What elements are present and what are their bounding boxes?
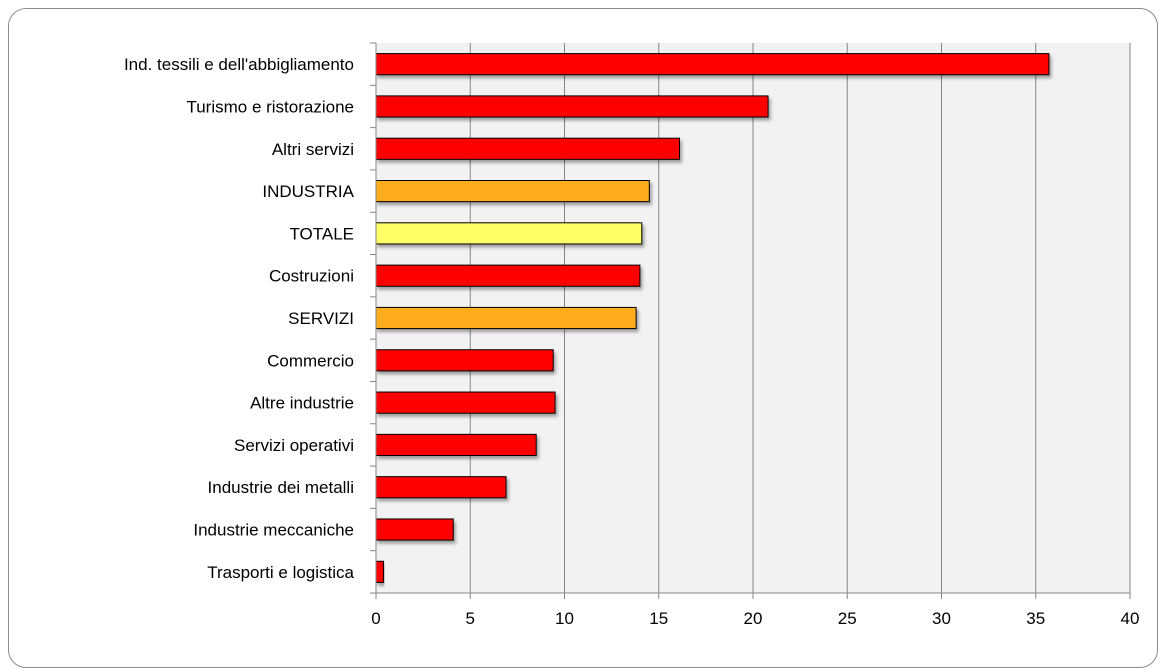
bars	[375, 53, 1050, 583]
category-label: TOTALE	[289, 224, 354, 243]
bar	[375, 518, 454, 541]
x-tick-label: 25	[838, 609, 857, 628]
category-label: Trasporti e logistica	[207, 563, 354, 582]
category-label: Ind. tessili e dell'abbigliamento	[124, 55, 354, 74]
x-tick-label: 35	[1026, 609, 1045, 628]
x-tick-label: 15	[649, 609, 668, 628]
bar	[375, 180, 650, 203]
bar	[375, 95, 769, 118]
x-tick-labels: 0 5 10 15 20 25 30 35 40	[371, 609, 1139, 628]
bar-chart: Ind. tessili e dell'abbigliamento Turismo…	[124, 42, 1139, 628]
category-label: Industrie dei metalli	[208, 478, 354, 497]
bar	[375, 476, 507, 499]
category-labels: Ind. tessili e dell'abbigliamento Turismo…	[124, 55, 355, 582]
x-tick-label: 20	[744, 609, 763, 628]
bar	[375, 306, 637, 330]
x-tick-label: 30	[932, 609, 951, 628]
bar	[375, 137, 680, 160]
bar	[375, 433, 537, 457]
bar	[375, 560, 385, 583]
bar	[375, 391, 556, 414]
x-tick-label: 40	[1121, 609, 1140, 628]
bar	[375, 349, 554, 372]
category-label: Commercio	[267, 351, 354, 370]
bar	[375, 53, 1050, 76]
bar	[375, 222, 643, 245]
bar	[375, 264, 641, 287]
category-label: Servizi operativi	[234, 436, 354, 455]
category-label: SERVIZI	[288, 309, 354, 328]
category-label: Costruzioni	[269, 267, 354, 286]
category-label: Industrie meccaniche	[193, 521, 354, 540]
category-label: Altre industrie	[250, 394, 354, 413]
x-tick-label: 10	[555, 609, 574, 628]
gridlines	[375, 43, 1131, 599]
x-tick-label: 0	[371, 609, 380, 628]
axes	[370, 42, 1130, 594]
x-tick-label: 5	[466, 609, 475, 628]
category-label: Turismo e ristorazione	[186, 97, 354, 116]
category-label: INDUSTRIA	[262, 182, 354, 201]
category-label: Altri servizi	[272, 140, 354, 159]
